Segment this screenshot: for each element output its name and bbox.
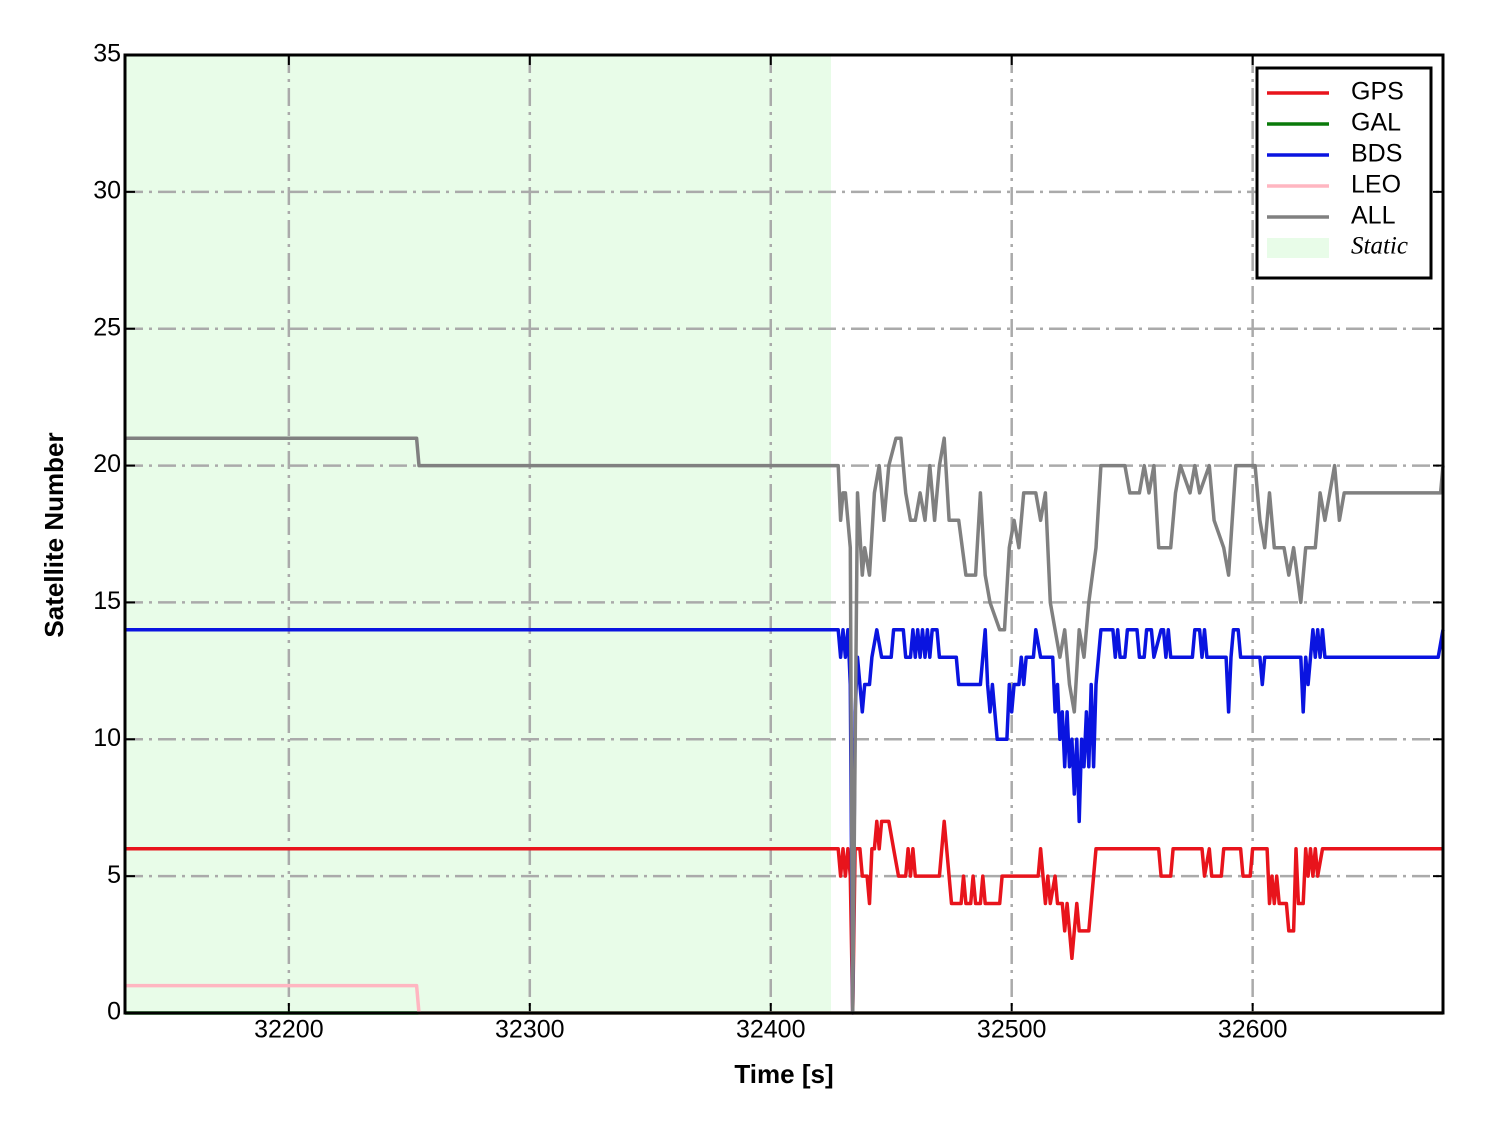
series-line [125,436,1445,1015]
legend-label: BDS [1351,140,1402,168]
y-axis-label: Satellite Number [39,432,69,637]
x-axis-label: Time [s] [734,1059,833,1089]
x-tick-label: 32500 [977,1016,1047,1044]
legend-label: ALL [1351,202,1396,230]
y-tick-label: 25 [93,313,121,341]
x-tick-label: 32200 [254,1016,324,1044]
legend-label: GPS [1351,78,1404,106]
y-tick-label: 10 [93,724,121,752]
legend-swatch [1267,238,1329,258]
series-line [125,628,1445,1015]
legend-frame [1255,66,1433,280]
legend: GPS GAL BDS LEO ALL Static [1255,66,1433,280]
x-tick-label: 32300 [495,1016,565,1044]
legend-label: GAL [1351,109,1401,137]
y-tick-label: 20 [93,450,121,478]
legend-label: LEO [1351,171,1401,199]
y-tick-label: 5 [107,861,121,889]
y-tick-label: 15 [93,587,121,615]
static-region [125,55,831,1013]
y-tick-label: 35 [93,40,121,68]
x-tick-label: 32400 [736,1016,806,1044]
legend-label: Static [1351,233,1408,260]
y-tick-label: 30 [93,176,121,204]
series-line [125,819,1443,1015]
x-tick-label: 32600 [1218,1016,1288,1044]
y-tick-label: 0 [107,998,121,1026]
plot-frame [123,53,1445,1015]
